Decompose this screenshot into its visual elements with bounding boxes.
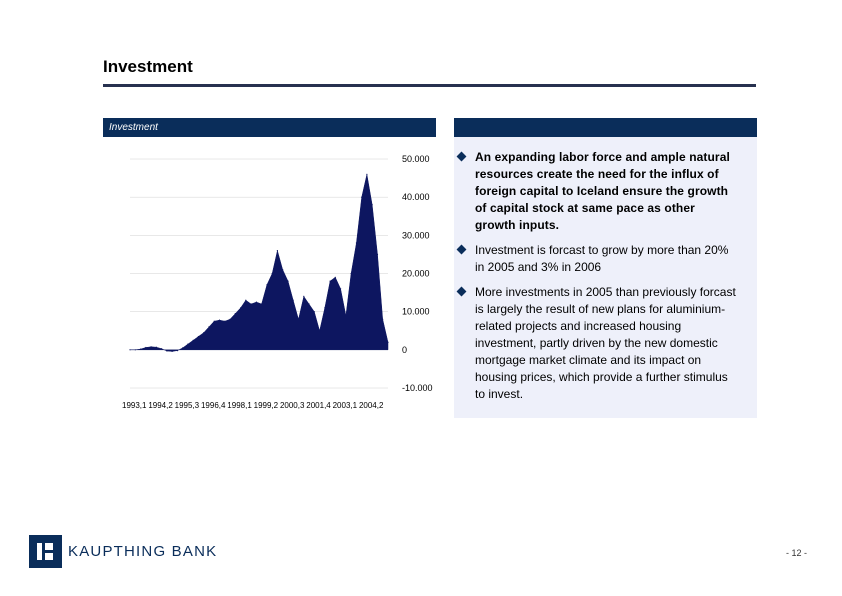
data-point: [340, 288, 342, 290]
data-point: [266, 284, 268, 286]
y-tick-label: 0: [402, 345, 407, 355]
data-point: [271, 272, 273, 275]
page-title: Investment: [103, 57, 193, 76]
data-point: [213, 320, 215, 322]
data-point: [203, 332, 205, 334]
data-point: [287, 280, 289, 282]
x-tick-label: 1998,1: [227, 401, 252, 410]
bullet-item: An expanding labor force and ample natur…: [456, 149, 737, 234]
data-point: [250, 303, 252, 305]
data-point: [334, 276, 336, 278]
data-point: [387, 341, 389, 343]
y-tick-label: 40.000: [402, 192, 430, 202]
data-point: [150, 346, 152, 348]
data-point: [313, 311, 315, 313]
data-point: [192, 339, 194, 341]
data-point: [176, 350, 178, 352]
data-point: [240, 307, 242, 309]
bullet-text: An expanding labor force and ample natur…: [475, 150, 730, 232]
x-tick-label: 2000,3: [280, 401, 305, 410]
page-number: - 12 -: [786, 548, 808, 558]
data-point: [234, 313, 236, 315]
data-point: [282, 269, 284, 271]
data-point: [245, 299, 247, 301]
y-tick-label: 10.000: [402, 307, 430, 317]
x-tick-label: 1995,3: [175, 401, 200, 410]
data-point: [139, 348, 142, 350]
y-tick-label: 30.000: [402, 230, 430, 240]
x-tick-label: 1999,2: [254, 401, 279, 410]
data-point: [345, 314, 347, 317]
data-point: [297, 318, 300, 320]
data-point: [229, 318, 231, 320]
x-tick-label: 2003,1: [333, 401, 358, 410]
data-point: [319, 330, 321, 332]
bullet-text: More investments in 2005 than previously…: [475, 285, 736, 401]
y-tick-label: 50.000: [402, 154, 430, 164]
x-tick-label: 1993,1: [122, 401, 147, 410]
investment-series-area: [129, 174, 389, 352]
data-point: [134, 349, 136, 351]
data-point: [303, 295, 305, 297]
data-point: [329, 280, 331, 282]
x-tick-label: 1996,4: [201, 401, 226, 410]
title-divider: [103, 84, 756, 87]
chart-header-bar: Investment: [103, 118, 436, 137]
data-point: [276, 250, 278, 252]
investment-area-chart: 50.000 40.000 30.000 20.000 10.000 0 -10.000 19…: [122, 154, 433, 410]
data-point: [255, 301, 257, 303]
data-point: [187, 343, 189, 345]
data-point: [324, 307, 326, 309]
data-point: [166, 350, 168, 352]
y-tick-label: -10.000: [402, 383, 433, 393]
data-point: [382, 318, 384, 320]
data-point: [171, 350, 173, 352]
diamond-bullet-icon: [456, 151, 467, 162]
x-tick-label: 2004,2: [359, 401, 384, 410]
data-point: [261, 303, 263, 305]
data-point: [197, 335, 199, 338]
bullet-item: Investment is forcast to grow by more th…: [456, 242, 737, 276]
brand-name: KAUPTHING BANK: [68, 543, 218, 560]
bullet-panel: An expanding labor force and ample natur…: [454, 137, 757, 418]
data-point: [182, 347, 184, 349]
data-point: [224, 320, 226, 322]
data-point: [366, 173, 368, 175]
data-point: [371, 204, 373, 206]
data-point: [208, 326, 210, 328]
kaupthing-logo-icon: [29, 535, 62, 568]
data-point: [350, 272, 352, 275]
text-header-bar: [454, 118, 757, 137]
data-point: [361, 196, 363, 198]
data-point: [129, 349, 131, 351]
data-point: [218, 319, 221, 321]
data-point: [145, 346, 147, 349]
data-point: [292, 299, 294, 301]
bullet-text: Investment is forcast to grow by more th…: [475, 243, 729, 274]
data-point: [355, 242, 357, 244]
data-point: [155, 346, 157, 348]
y-tick-label: 20.000: [402, 269, 430, 279]
x-tick-label: 1994,2: [148, 401, 173, 410]
diamond-bullet-icon: [456, 244, 467, 255]
diamond-bullet-icon: [456, 286, 467, 297]
data-point: [161, 348, 163, 350]
x-tick-label: 2001,4: [306, 401, 331, 410]
data-point: [308, 303, 310, 305]
chart-header-label: Investment: [109, 122, 158, 133]
data-point: [376, 253, 379, 255]
bullet-item: More investments in 2005 than previously…: [456, 284, 737, 403]
